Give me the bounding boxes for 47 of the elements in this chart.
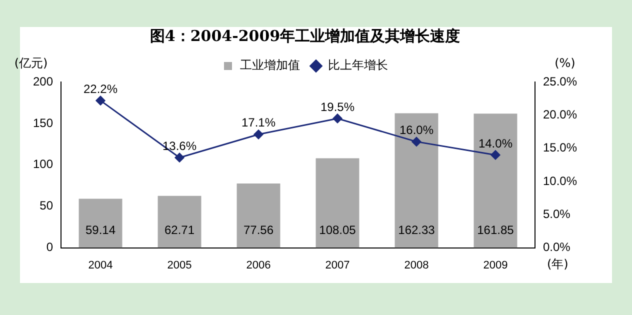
y-tick-label: 0 [46, 240, 54, 254]
data-label: 62.71 [164, 223, 195, 238]
bar [316, 158, 360, 248]
data-label: 108.05 [319, 223, 356, 238]
point [96, 96, 106, 106]
y-tick-label: 100 [32, 157, 54, 172]
y2-tick-label: 5.0% [542, 206, 571, 221]
y2-tick-label: 10.0% [542, 174, 578, 188]
data-label: 13.6% [162, 138, 197, 153]
point [174, 152, 184, 162]
data-label: 77.56 [243, 223, 274, 238]
point [490, 150, 500, 160]
y2-tick-label: 15.0% [542, 140, 578, 155]
bar [158, 196, 202, 248]
x-tick-label: 2005 [167, 259, 192, 272]
data-label: 19.5% [320, 100, 355, 114]
point [412, 136, 422, 146]
point [254, 130, 264, 140]
y-tick-label: 50 [40, 198, 54, 213]
data-label: 162.33 [398, 223, 436, 238]
x-tick-label: 2009 [483, 259, 508, 272]
bar [394, 113, 438, 248]
x-tick-label: 2006 [246, 259, 271, 272]
data-label: 16.0% [399, 123, 434, 137]
data-label: 161.85 [477, 223, 514, 238]
y2-tick-label: 0.0% [542, 240, 571, 254]
data-label: 14.0% [478, 136, 513, 150]
data-label: 22.2% [84, 82, 118, 96]
chart-title: 图4：2004-2009年工业增加值及其增长速度 [150, 26, 460, 45]
bar [78, 198, 122, 248]
y-axis-title: (亿元) [14, 56, 48, 70]
x-tick-label: 2007 [325, 259, 350, 272]
y2-tick-label: 20.0% [542, 107, 578, 122]
bar [474, 114, 518, 248]
y-tick-label: 200 [32, 74, 54, 88]
point [332, 114, 342, 124]
y-tick-label: 150 [32, 116, 54, 130]
y2-tick-label: 25.0% [542, 74, 578, 88]
legend-label: 比上年增长 [328, 58, 388, 72]
x-tick-label: 2004 [88, 259, 113, 272]
data-label: 59.14 [86, 223, 116, 238]
x-axis-title: (年) [546, 256, 568, 271]
y2-axis-title: (%) [554, 56, 576, 70]
x-tick-label: 2008 [404, 259, 429, 272]
bar [236, 184, 280, 248]
legend-label: 工业增加值 [240, 58, 300, 72]
data-label: 17.1% [241, 116, 276, 130]
